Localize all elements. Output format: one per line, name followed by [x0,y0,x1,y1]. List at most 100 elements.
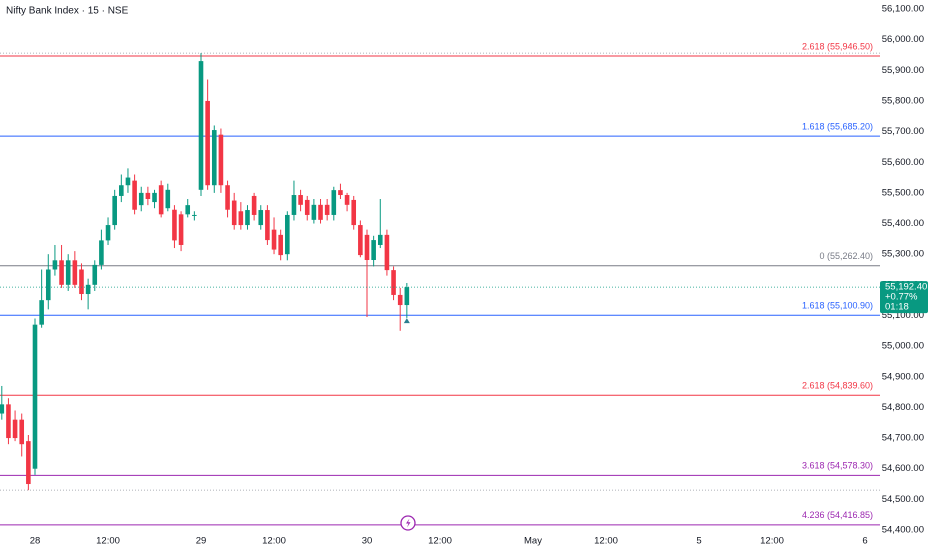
candle-body [324,204,330,215]
candle-body [172,209,177,241]
candle-body [338,190,343,196]
y-tick-label: 55,100.00 [882,310,924,321]
candle-body [45,269,51,301]
candle-body [298,195,303,205]
candle-body [145,192,151,200]
candle-body [158,185,164,215]
candle-body [112,195,117,226]
y-tick-label: 54,400.00 [882,525,924,536]
candle-body [185,205,191,215]
candle-body [278,234,283,256]
x-tick-label: 6 [862,536,867,547]
y-tick-label: 55,700.00 [882,126,924,137]
candle-body [404,287,410,306]
candle-body [65,260,71,285]
candle-body [12,419,18,439]
candle-body [344,195,350,205]
candle-body [198,61,204,190]
candle-body [85,284,91,295]
chart-title: Nifty Bank Index · 15 · NSE [6,6,129,17]
y-tick-label: 54,500.00 [882,494,924,505]
y-tick-label: 54,600.00 [882,463,924,474]
candle-body [59,260,64,285]
y-tick-label: 55,000.00 [882,341,924,352]
y-tick-label: 55,800.00 [882,95,924,106]
candle-body [304,199,310,215]
x-tick-label: 12:00 [428,536,452,547]
candle-body [351,199,357,226]
candle-body [39,300,44,325]
candle-body [178,214,184,245]
fib-level-label: 1.618 (55,100.90) [802,301,873,311]
fib-level-label: 2.618 (54,839.60) [802,381,873,391]
candle-body [384,234,390,271]
candle-body [99,240,104,265]
candle-body [311,204,317,220]
y-tick-label: 54,700.00 [882,433,924,444]
fib-level-label: 0 (55,262.40) [819,251,873,261]
candle-body [125,177,131,186]
x-tick-label: 12:00 [594,536,618,547]
plot-area [0,52,880,526]
x-tick-label: May [524,536,542,547]
candle-body [358,225,363,256]
y-tick-label: 54,900.00 [882,371,924,382]
candle-body [72,260,78,285]
x-tick-label: 12:00 [96,536,120,547]
candle-body [152,192,157,203]
candle-body [285,214,290,255]
candle-body [331,190,337,215]
candle-body [192,214,197,216]
candle-body [92,264,98,285]
candle-body [138,192,144,206]
y-tick-label: 55,900.00 [882,65,924,76]
candle-body [218,134,224,186]
candle-body [165,189,171,209]
candle-body [265,210,270,241]
y-tick-label: 56,000.00 [882,34,924,45]
x-tick-label: 12:00 [262,536,286,547]
fib-level-label: 3.618 (54,578.30) [802,461,873,471]
candle-body [397,294,403,306]
candle-body [251,195,257,215]
candle-body [238,211,244,226]
y-tick-label: 55,400.00 [882,218,924,229]
price-tag-value: 55,192.40 [885,282,927,293]
candle-body [0,404,5,414]
candle-body [132,180,137,210]
candle-body [371,240,376,260]
candle-body [318,204,323,220]
event-marker [403,318,410,324]
x-tick-label: 28 [30,536,41,547]
candle-body [52,260,58,270]
candle-body [105,225,111,241]
price-tag-change: +0.77% [885,292,918,303]
candle-body [245,210,250,226]
price-tag [880,281,928,314]
candle-body [32,324,38,469]
y-tick-label: 55,500.00 [882,187,924,198]
candle-body [225,185,230,210]
candle-body [377,234,383,245]
candle-body [26,441,31,485]
candle-body [205,100,210,186]
candle-body [231,200,237,226]
y-tick-label: 56,100.00 [882,4,924,15]
y-tick-label: 55,300.00 [882,249,924,260]
candle-body [258,210,264,226]
candle-body [271,229,277,250]
fib-level-label: 4.236 (54,416.85) [802,510,873,520]
y-tick-label: 54,800.00 [882,402,924,413]
x-tick-label: 5 [696,536,701,547]
overlay: 2.618 (55,946.50) 1.618 (55,685.20) 0 (55,… [802,41,873,520]
candle-body [291,195,297,215]
event-icon-glyph [406,518,411,528]
candle-body [19,419,25,445]
candle-body [211,130,217,186]
fib-level-label: 2.618 (55,946.50) [802,41,873,51]
candle-body [364,234,370,260]
candle-body [79,269,84,295]
price-tag-countdown: 01:18 [885,302,909,313]
